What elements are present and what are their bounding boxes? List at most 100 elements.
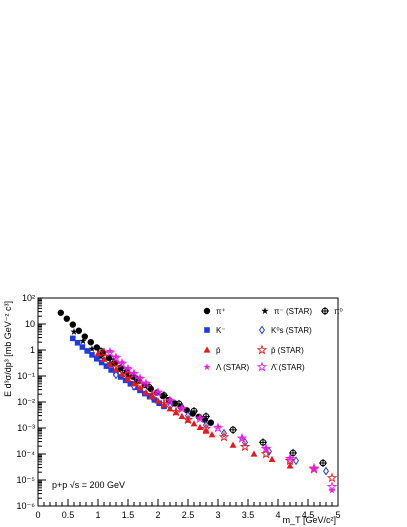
legend: π⁺ π⁻ (STAR) π⁰ K⁻ K⁰s (STAR) p̄ p̄ (STAR) Λ (S… bbox=[203, 307, 343, 372]
data-point bbox=[170, 406, 182, 417]
data-point bbox=[154, 387, 162, 395]
data-point bbox=[88, 345, 96, 352]
x-tick-label: 4 bbox=[275, 510, 280, 520]
legend-label: Λ (STAR) bbox=[216, 363, 250, 372]
data-point bbox=[289, 448, 297, 457]
annotation-text: p+p √s = 200 GeV bbox=[52, 480, 125, 490]
y-tick-label: 10⁻⁶ bbox=[17, 501, 36, 511]
data-point bbox=[70, 335, 76, 342]
data-point bbox=[328, 486, 336, 494]
y-axis-title: E d³σ/dp³ [mb GeV⁻² c³] bbox=[3, 301, 13, 397]
data-point bbox=[152, 387, 164, 398]
data-point bbox=[127, 381, 134, 387]
data-point bbox=[63, 315, 70, 322]
data-point bbox=[93, 344, 101, 351]
x-tick-label: 1 bbox=[95, 510, 100, 520]
data-point bbox=[136, 374, 144, 381]
data-point bbox=[75, 327, 83, 334]
data-point bbox=[118, 370, 126, 378]
x-axis-title: m_T [GeV/c²] bbox=[283, 515, 336, 525]
legend-marker bbox=[203, 307, 211, 315]
data-point bbox=[104, 346, 116, 358]
data-point bbox=[229, 441, 237, 448]
legend-label: π⁻ (STAR) bbox=[274, 307, 312, 316]
data-point bbox=[100, 355, 108, 362]
data-point bbox=[286, 454, 294, 462]
legend-marker bbox=[261, 307, 269, 315]
data-point bbox=[200, 423, 212, 434]
legend-marker bbox=[258, 325, 266, 335]
legend-label: p̄ bbox=[216, 346, 221, 355]
data-point bbox=[218, 431, 230, 442]
legend-label: π⁰ bbox=[334, 307, 343, 316]
data-point bbox=[128, 368, 140, 379]
data-point bbox=[260, 443, 272, 454]
data-point bbox=[160, 391, 168, 400]
series-7 bbox=[106, 347, 336, 494]
data-point bbox=[308, 462, 320, 473]
legend-marker bbox=[204, 327, 210, 333]
data-point bbox=[69, 321, 77, 328]
data-point bbox=[146, 389, 158, 400]
series-0 bbox=[57, 309, 214, 426]
data-point bbox=[87, 338, 95, 346]
y-tick-labels: 10⁻⁶ 10⁻⁵ 10⁻⁴ 10⁻³ 10⁻² 10⁻¹ 1 10 10² bbox=[16, 293, 35, 511]
data-point bbox=[130, 380, 138, 387]
x-tick-label: 2.5 bbox=[182, 510, 195, 520]
x-tick-labels: 0 0.5 1 1.5 2 2.5 3 3.5 4 4.5 5 bbox=[35, 510, 340, 520]
series-8 bbox=[104, 346, 338, 492]
y-tick-label: 10⁻³ bbox=[17, 423, 35, 433]
data-point bbox=[124, 375, 132, 382]
data-point bbox=[208, 431, 216, 438]
data-point bbox=[207, 419, 214, 426]
data-point bbox=[79, 337, 87, 345]
y-tick-label: 1 bbox=[30, 345, 35, 355]
y-tick-label: 10⁻² bbox=[17, 397, 35, 407]
data-point bbox=[239, 441, 251, 452]
data-point bbox=[124, 372, 132, 380]
data-point bbox=[142, 378, 150, 386]
data-point bbox=[164, 395, 176, 406]
data-point bbox=[112, 370, 120, 380]
legend-marker bbox=[256, 344, 268, 355]
y-tick-label: 10⁻⁵ bbox=[17, 475, 36, 485]
data-point bbox=[202, 412, 210, 421]
data-point bbox=[190, 407, 198, 416]
data-point bbox=[326, 481, 338, 492]
data-point bbox=[118, 358, 126, 366]
data-point bbox=[166, 396, 174, 404]
data-point bbox=[194, 413, 206, 424]
legend-label: Λ̄ (STAR) bbox=[271, 363, 305, 372]
data-point bbox=[238, 434, 246, 441]
data-point bbox=[319, 459, 327, 468]
legend-marker bbox=[321, 307, 329, 315]
data-point bbox=[284, 455, 296, 466]
data-point bbox=[140, 378, 152, 389]
data-point bbox=[136, 384, 144, 391]
data-point bbox=[284, 453, 296, 464]
data-point bbox=[74, 339, 81, 346]
data-point bbox=[154, 397, 162, 404]
data-point bbox=[112, 352, 120, 360]
data-point bbox=[124, 364, 132, 372]
y-tick-label: 10 bbox=[25, 319, 35, 329]
data-point bbox=[196, 413, 204, 421]
data-point bbox=[108, 367, 114, 373]
data-point bbox=[259, 438, 267, 447]
data-marks bbox=[57, 309, 338, 494]
legend-label: p̄ (STAR) bbox=[271, 346, 304, 355]
y-tick-label: 10⁻¹ bbox=[17, 371, 35, 381]
data-point bbox=[322, 466, 330, 476]
data-point bbox=[94, 355, 100, 362]
data-point bbox=[103, 363, 110, 369]
y-tick-label: 10⁻⁴ bbox=[16, 449, 35, 459]
legend-marker bbox=[203, 363, 211, 371]
data-point bbox=[178, 403, 186, 411]
data-point bbox=[286, 462, 294, 469]
x-tick-label: 3.5 bbox=[242, 510, 255, 520]
data-point bbox=[110, 352, 122, 363]
legend-marker bbox=[256, 361, 268, 372]
y-tick-label: 10² bbox=[22, 293, 35, 303]
data-point bbox=[106, 347, 114, 355]
